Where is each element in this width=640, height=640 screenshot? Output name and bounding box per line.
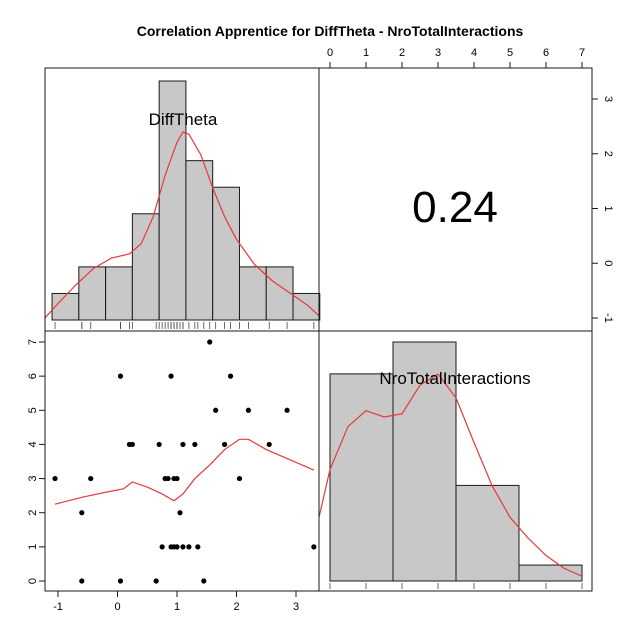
top-axis-tick-label: 3 (435, 47, 441, 59)
scatter-point (117, 578, 124, 584)
scatter-point (186, 544, 192, 550)
histogram-bar (51, 292, 80, 321)
y-axis-tick-label: 6 (27, 373, 39, 379)
histogram-bar (185, 160, 214, 321)
x-axis-tick-label: 3 (293, 601, 299, 613)
top-axis-tick-label: 4 (471, 47, 477, 59)
correlation-value: 0.24 (412, 183, 498, 232)
right-axis-tick-label: 1 (602, 205, 614, 211)
histogram-bar (518, 564, 583, 582)
scatter-point (156, 441, 162, 448)
scatter-point (129, 441, 135, 448)
scatter-point (201, 578, 207, 584)
panel-border (318, 330, 593, 592)
y-axis-tick-label: 0 (27, 578, 39, 584)
smooth-line (54, 438, 315, 505)
x-axis-tick-label: 1 (174, 601, 180, 613)
y-axis-tick-label: 5 (27, 407, 39, 413)
scatter-point (153, 578, 159, 584)
y-axis-tick-label: 3 (27, 476, 39, 482)
scatter-point (192, 441, 198, 448)
scatter-point (174, 544, 180, 550)
right-axis-tick-label: 0 (602, 260, 614, 266)
x-axis-tick-label: 2 (233, 601, 239, 613)
scatter-point (245, 407, 251, 413)
histogram-bar (265, 266, 294, 321)
scatter-point (165, 475, 171, 482)
scatter-point (284, 407, 290, 413)
scatter-point (88, 475, 94, 482)
scatter-point (168, 373, 174, 379)
right-axis-tick-label: 3 (602, 96, 614, 102)
right-axis-tick-label: 2 (602, 151, 614, 157)
y-axis-tick-label: 7 (27, 339, 39, 345)
top-axis-tick-label: 7 (579, 47, 585, 59)
diagonal-label-difftheta: DiffTheta (149, 110, 218, 129)
histogram-bar (131, 213, 160, 321)
top-axis-tick-label: 5 (507, 47, 513, 59)
histogram-bar (78, 266, 107, 321)
scatter-point (174, 475, 180, 482)
scatter-point (227, 373, 234, 379)
scatter-point (236, 475, 243, 482)
scatter-point (52, 475, 58, 482)
scatter-point (180, 441, 186, 448)
panel-difftheta-histogram (44, 80, 321, 329)
top-axis-tick-label: 0 (327, 47, 333, 59)
right-axis-tick-label: -1 (602, 313, 614, 323)
histogram-bar (212, 186, 240, 321)
histogram-bar (105, 266, 133, 321)
histogram-bar (455, 484, 520, 582)
chart-title: Correlation Apprentice for DiffTheta - N… (137, 23, 524, 39)
x-axis-tick-label: 0 (114, 601, 120, 613)
scatter-point (79, 578, 85, 584)
top-axis-tick-label: 6 (543, 47, 549, 59)
top-axis-tick-label: 2 (399, 47, 405, 59)
diagonal-label-nro: NroTotalInteractions (379, 369, 530, 388)
y-axis-tick-label: 4 (27, 441, 39, 447)
density-curve (318, 373, 583, 577)
outer-axes: -1 0 1 2 3 0 1 2 3 4 5 6 7 0 1 2 3 4 5 6 7 -1 0 1 2 3 (27, 47, 614, 613)
scatter-point (266, 441, 272, 448)
scatter-point (180, 544, 186, 550)
scatter-point (207, 339, 213, 345)
scatter-point (79, 510, 85, 516)
scatter-point (195, 544, 201, 550)
scatter-point (159, 544, 165, 550)
histogram-bar (329, 373, 394, 582)
scatter-point (213, 407, 219, 413)
scatter-point (222, 441, 228, 448)
scatter-point (311, 544, 317, 550)
panel-nro-histogram (318, 341, 583, 589)
y-axis-tick-label: 1 (27, 544, 39, 550)
x-axis-tick-label: -1 (53, 601, 63, 613)
top-axis-tick-label: 1 (363, 47, 369, 59)
y-axis-tick-label: 2 (27, 510, 39, 516)
scatter-point (177, 510, 183, 516)
panel-scatter (52, 339, 317, 584)
histogram-bar (238, 266, 267, 321)
scatter-point (117, 373, 124, 379)
panel-border (44, 330, 320, 592)
histogram-bar (158, 80, 187, 321)
density-curve (44, 131, 320, 319)
